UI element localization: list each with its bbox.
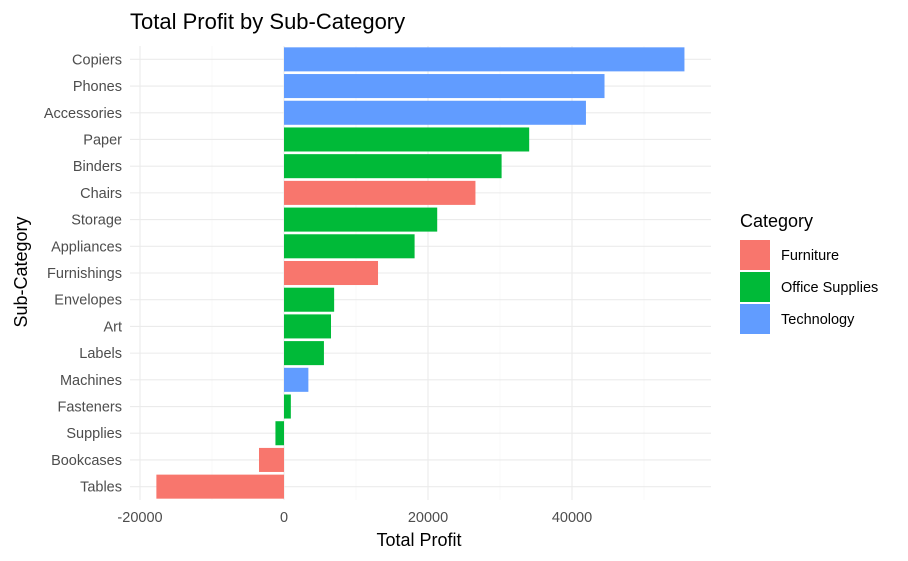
legend-swatch — [740, 272, 770, 302]
legend-swatch — [740, 240, 770, 270]
y-tick-label: Appliances — [51, 239, 122, 255]
legend: Category Furniture Office Supplies Technol… — [740, 211, 878, 334]
bar-copiers — [284, 47, 685, 72]
bars — [156, 47, 685, 499]
y-tick-label: Chairs — [80, 186, 122, 202]
y-tick-label: Storage — [71, 213, 122, 229]
legend-label: Furniture — [781, 248, 839, 264]
bar-tables — [156, 474, 284, 499]
legend-label: Office Supplies — [781, 280, 878, 296]
y-tick-label: Bookcases — [51, 453, 122, 469]
bar-paper — [284, 127, 530, 152]
bar-chairs — [284, 180, 476, 205]
x-tick-label: -20000 — [117, 510, 162, 526]
y-tick-label: Copiers — [72, 52, 122, 68]
x-tick-label: 0 — [280, 510, 288, 526]
y-tick-label: Binders — [73, 159, 122, 175]
bar-art — [284, 314, 332, 339]
y-tick-label: Paper — [83, 132, 122, 148]
bar-accessories — [284, 100, 586, 125]
y-tick-label: Tables — [80, 480, 122, 496]
bar-supplies — [275, 421, 284, 446]
y-tick-label: Supplies — [66, 426, 122, 442]
y-tick-label: Accessories — [44, 106, 122, 122]
y-tick-labels: Copiers Phones Accessories Paper Binders Chai… — [44, 52, 122, 495]
bar-furnishings — [284, 260, 379, 286]
bar-storage — [284, 207, 438, 232]
y-tick-label: Furnishings — [47, 266, 122, 282]
y-tick-label: Art — [103, 319, 122, 335]
bar-envelopes — [284, 287, 335, 312]
y-axis-title: Sub-Category — [11, 216, 31, 327]
legend-title: Category — [740, 211, 813, 231]
bar-bookcases — [258, 447, 284, 472]
legend-swatch — [740, 304, 770, 334]
y-tick-label: Fasteners — [58, 400, 122, 416]
bar-fasteners — [284, 394, 291, 419]
y-tick-label: Envelopes — [54, 293, 122, 309]
y-tick-label: Labels — [79, 346, 122, 362]
bar-phones — [284, 74, 605, 99]
y-tick-label: Phones — [73, 79, 122, 95]
legend-label: Technology — [781, 312, 855, 328]
x-tick-label: 20000 — [408, 510, 448, 526]
bar-labels — [284, 341, 324, 366]
y-tick-label: Machines — [60, 373, 122, 389]
bar-machines — [284, 367, 309, 392]
x-tick-label: 40000 — [552, 510, 592, 526]
bar-appliances — [284, 234, 415, 259]
x-axis-title: Total Profit — [376, 530, 461, 550]
chart-title: Total Profit by Sub-Category — [130, 9, 405, 34]
x-tick-labels: -20000 0 20000 40000 — [117, 510, 592, 526]
bar-binders — [284, 154, 502, 179]
